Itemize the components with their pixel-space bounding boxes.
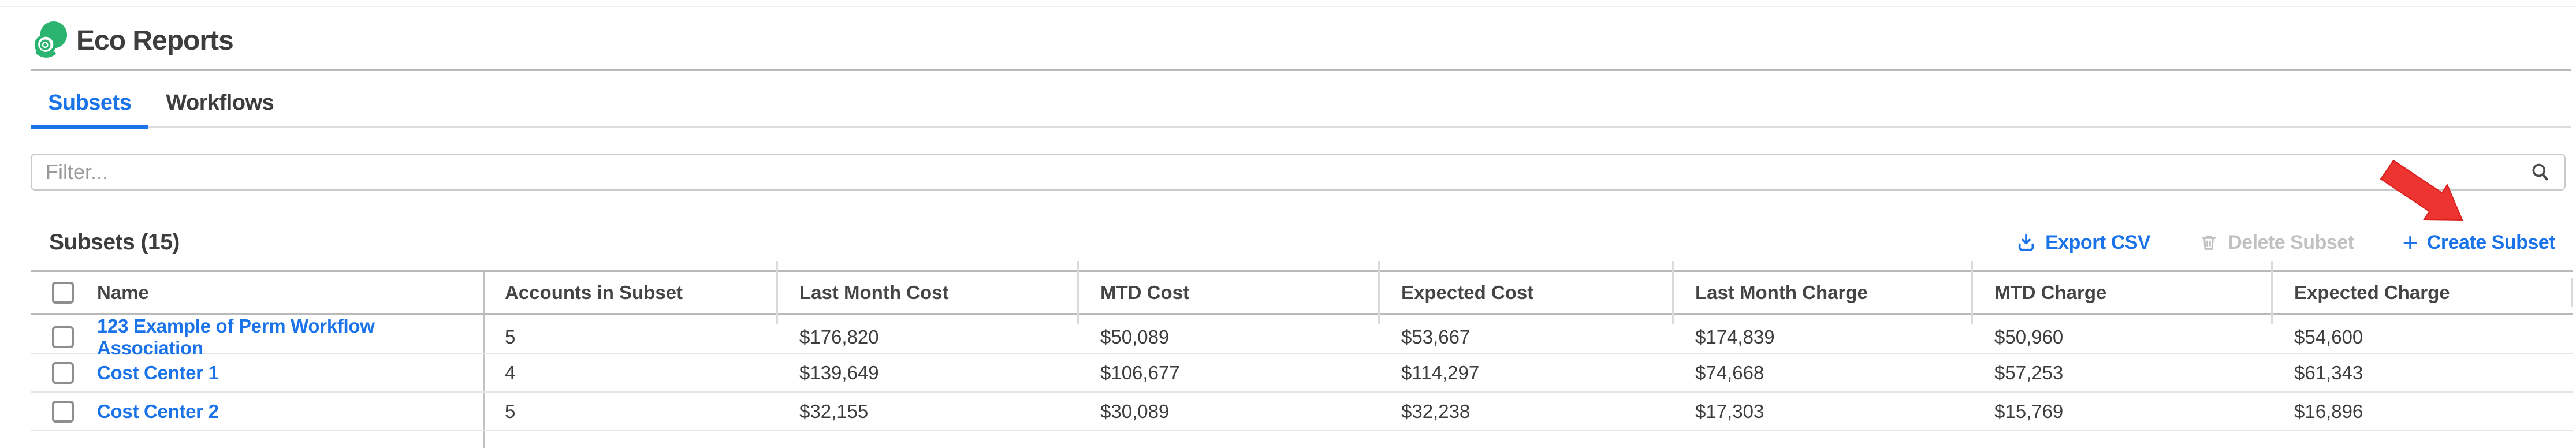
top-hairline (0, 6, 2576, 7)
cell-mtd-cost: $106,677 (1100, 361, 1180, 383)
subsets-table: Name Accounts in Subset Last Month Cost … (31, 261, 2573, 448)
cell-expected-charge: $61,343 (2294, 361, 2363, 383)
cell-last-month-cost: $176,820 (799, 326, 879, 348)
row-checkbox[interactable] (52, 326, 74, 348)
cell-expected-cost: $53,667 (1401, 326, 1471, 348)
tab-bar: Subsets Workflows (31, 79, 2571, 129)
export-csv-button[interactable]: Export CSV (2016, 231, 2151, 254)
cell-mtd-charge: $50,960 (1994, 326, 2064, 348)
subset-name-link[interactable]: 123 Example of Perm Workflow Association (97, 315, 375, 359)
select-all-checkbox[interactable] (52, 282, 74, 304)
header-divider (31, 69, 2571, 71)
tab-workflows[interactable]: Workflows (166, 90, 274, 115)
column-header-accounts: Accounts in Subset (505, 282, 683, 303)
cell-last-month-cost: $32,155 (799, 400, 869, 422)
tab-subsets[interactable]: Subsets (31, 79, 149, 129)
search-icon[interactable] (2530, 162, 2551, 182)
cell-expected-cost: $32,238 (1401, 400, 1471, 422)
cell-expected-charge: $16,896 (2294, 400, 2363, 422)
cell-mtd-cost: $50,089 (1100, 326, 1170, 348)
subsets-count-heading: Subsets (15) (49, 230, 180, 255)
cell-expected-charge: $54,600 (2294, 326, 2363, 348)
subsets-toolbar: Subsets (15) Export CSV Delete Subset (49, 222, 2556, 263)
plus-icon: + (2402, 227, 2418, 257)
filter-input[interactable] (32, 155, 2530, 189)
delete-subset-label: Delete Subset (2228, 231, 2354, 253)
table-row: Cost Center 2 5 $32,155 $30,089 $32,238 … (31, 393, 2573, 431)
download-icon (2018, 234, 2034, 251)
create-subset-label: Create Subset (2426, 231, 2556, 253)
delete-subset-button[interactable]: Delete Subset (2199, 232, 2354, 254)
eco-logo-icon (34, 21, 68, 58)
create-subset-button[interactable]: + Create Subset (2402, 227, 2556, 257)
trash-icon (2201, 235, 2216, 250)
cell-accounts: 5 (505, 400, 516, 422)
export-csv-label: Export CSV (2045, 231, 2151, 253)
cell-last-month-cost: $139,649 (799, 361, 879, 383)
cell-last-month-charge: $74,668 (1695, 361, 1765, 383)
page-title: Eco Reports (76, 25, 234, 56)
column-header-name: Name (97, 282, 149, 303)
subset-name-link[interactable]: Cost Center 1 (97, 361, 219, 383)
column-header-mtd-cost: MTD Cost (1077, 261, 1379, 324)
cell-name: Cost Center 2 (31, 393, 483, 430)
column-header-mtd-charge: MTD Charge (1971, 261, 2272, 324)
cell-mtd-charge: $57,253 (1994, 361, 2064, 383)
column-header-last-month-cost: Last Month Cost (776, 261, 1078, 324)
cell-last-month-charge: $17,303 (1695, 400, 1765, 422)
cell-mtd-charge: $15,769 (1994, 400, 2064, 422)
table-row: Cost Center 1 4 $139,649 $106,677 $114,2… (31, 354, 2573, 393)
column-header-expected-cost: Expected Cost (1378, 261, 1673, 324)
row-checkbox[interactable] (52, 361, 74, 384)
filter-box (31, 154, 2566, 191)
row-checkbox[interactable] (52, 400, 74, 423)
cell-last-month-charge: $174,839 (1695, 326, 1775, 348)
column-header-last-month-charge: Last Month Charge (1672, 261, 1972, 324)
table-header-row: Name Accounts in Subset Last Month Cost … (31, 261, 2573, 324)
cell-name: 123 Example of Perm Workflow Association (31, 315, 483, 359)
subset-name-link[interactable]: Cost Center 2 (97, 400, 219, 422)
column-header-expected-charge: Expected Charge (2271, 261, 2573, 324)
table-row: 123 Example of Perm Workflow Association… (31, 315, 2573, 359)
header-cell-name: Name (31, 272, 483, 313)
cell-accounts: 4 (505, 361, 516, 383)
toolbar-actions: Export CSV Delete Subset + Create Subset (2016, 227, 2556, 257)
cell-accounts: 5 (505, 326, 516, 348)
cell-mtd-cost: $30,089 (1100, 400, 1170, 422)
cell-expected-cost: $114,297 (1401, 361, 1480, 383)
name-column-divider (483, 272, 485, 448)
cell-name: Cost Center 1 (31, 354, 483, 391)
